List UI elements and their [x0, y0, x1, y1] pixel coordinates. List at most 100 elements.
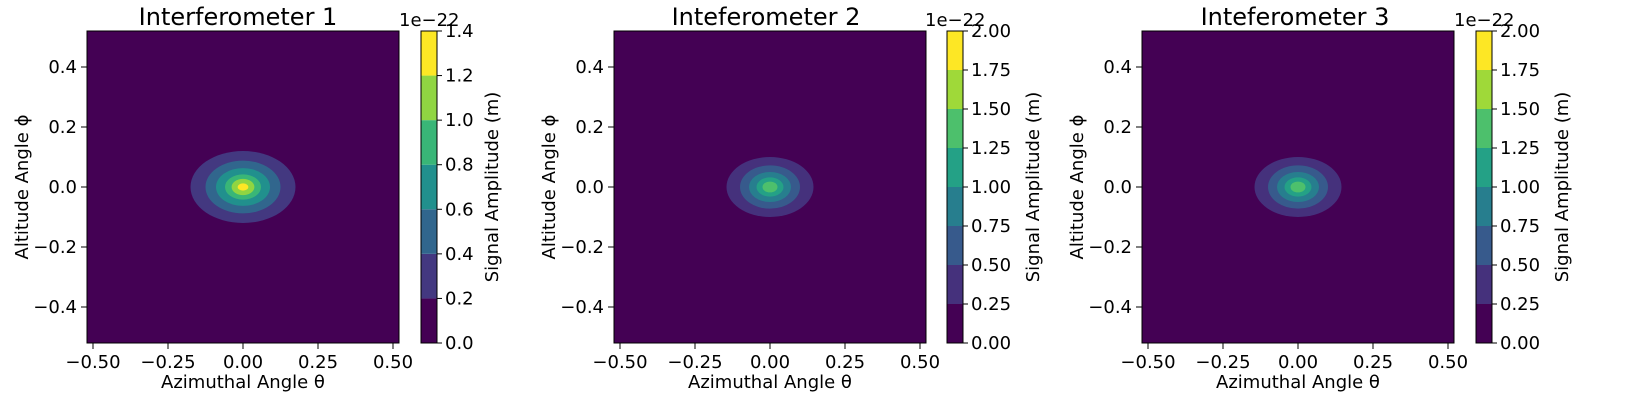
- chart-title: Inteferometer 3: [1201, 3, 1390, 31]
- colorbar-band: [947, 70, 963, 109]
- contour-plot: [87, 31, 399, 343]
- y-tick-label: 0.4: [1103, 57, 1132, 78]
- colorbar-band: [1476, 31, 1492, 70]
- colorbar-tick-label: 0.00: [971, 333, 1011, 354]
- x-tick-label: −0.50: [1120, 352, 1175, 373]
- colorbar-label: Signal Amplitude (m): [482, 92, 503, 283]
- colorbar-scale-label: 1e−22: [925, 10, 986, 31]
- colorbar-band: [947, 187, 963, 226]
- colorbar-scale-label: 1e−22: [399, 10, 460, 31]
- x-tick-label: −0.25: [667, 352, 722, 373]
- colorbar-tick-label: 1.75: [1500, 60, 1540, 81]
- panel-3: −0.50 −0.25 0.00 0.25 0.50 −0.4 −0.2 0.0 0.2 0.4 I…: [1067, 3, 1573, 393]
- y-tick-label: 0.0: [575, 177, 604, 198]
- x-axis-label: Azimuthal Angle θ: [688, 372, 852, 393]
- colorbar-scale-label: 1e−22: [1454, 10, 1515, 31]
- colorbar-band: [421, 209, 437, 254]
- x-tick-label: 0.50: [373, 352, 413, 373]
- contour-band-6: [237, 183, 249, 191]
- panel-1: −0.50 −0.25 0.00 0.25 0.50 −0.4 −0.2 0.0 0.2 0.4 I…: [12, 3, 503, 393]
- colorbar-tick-label: 1.4: [445, 21, 474, 42]
- y-tick-label: −0.2: [560, 237, 604, 258]
- y-tick-label: −0.2: [33, 237, 77, 258]
- colorbar-tick-label: 1.00: [1500, 177, 1540, 198]
- colorbar-tick-label: 0.75: [971, 216, 1011, 237]
- colorbar: 0.00 0.25 0.50 0.75 1.00 1.25 1.50 1.75 2.001e−2…: [1454, 10, 1573, 354]
- panel-2: −0.50 −0.25 0.00 0.25 0.50 −0.4 −0.2 0.0 0.2 0.4 I…: [539, 3, 1044, 393]
- colorbar-tick-label: 0.25: [971, 294, 1011, 315]
- colorbar-band: [1476, 226, 1492, 265]
- y-tick-label: 0.0: [1103, 177, 1132, 198]
- colorbar: 0.0 0.2 0.4 0.6 0.8 1.0 1.2 1.41e−22 Signal Ampl…: [399, 10, 503, 354]
- y-tick-label: 0.2: [48, 117, 77, 138]
- y-tick-label: 0.4: [575, 57, 604, 78]
- colorbar-band: [421, 298, 437, 343]
- colorbar-band: [947, 265, 963, 304]
- contour-band-5: [762, 181, 778, 193]
- y-tick-label: −0.4: [1088, 297, 1132, 318]
- x-axis-label: Azimuthal Angle θ: [161, 372, 325, 393]
- x-tick-label: 0.00: [1278, 352, 1318, 373]
- colorbar-band: [947, 148, 963, 187]
- colorbar-band: [421, 164, 437, 210]
- y-axis-label: Altitude Angle ϕ: [1067, 115, 1088, 260]
- colorbar-band: [1476, 187, 1492, 226]
- colorbar-band: [421, 253, 437, 299]
- colorbar-tick-label: 0.2: [445, 288, 474, 309]
- x-tick-label: 0.50: [900, 352, 940, 373]
- contour-band-5: [1290, 181, 1306, 193]
- colorbar-band: [1476, 304, 1492, 343]
- x-tick-label: 0.00: [223, 352, 263, 373]
- y-tick-label: 0.4: [48, 57, 77, 78]
- colorbar-band: [421, 120, 437, 165]
- x-tick-label: 0.25: [298, 352, 338, 373]
- colorbar-tick-label: 0.00: [1500, 333, 1540, 354]
- colorbar-band: [947, 109, 963, 148]
- colorbar-label: Signal Amplitude (m): [1023, 92, 1044, 283]
- y-tick-label: 0.2: [575, 117, 604, 138]
- y-tick-label: 0.0: [48, 177, 77, 198]
- x-tick-label: −0.25: [1195, 352, 1250, 373]
- colorbar-tick-label: 0.25: [1500, 294, 1540, 315]
- colorbar-tick-label: 0.50: [971, 255, 1011, 276]
- x-axis-label: Azimuthal Angle θ: [1216, 372, 1380, 393]
- x-tick-label: −0.50: [65, 352, 120, 373]
- x-tick-label: −0.25: [140, 352, 195, 373]
- colorbar-tick-label: 0.75: [1500, 216, 1540, 237]
- colorbar-band: [947, 31, 963, 70]
- y-tick-label: 0.2: [1103, 117, 1132, 138]
- colorbar-band: [947, 304, 963, 343]
- colorbar-tick-label: 0.50: [1500, 255, 1540, 276]
- x-tick-label: 0.00: [750, 352, 790, 373]
- colorbar-band: [1476, 148, 1492, 187]
- colorbar-tick-label: 0.8: [445, 155, 474, 176]
- colorbar-tick-label: 1.25: [971, 138, 1011, 159]
- x-tick-label: 0.25: [825, 352, 865, 373]
- chart-title: Interferometer 1: [139, 3, 338, 31]
- colorbar-tick-label: 2.00: [971, 21, 1011, 42]
- y-axis-label: Altitude Angle ϕ: [12, 115, 33, 260]
- contour-plot: [1142, 31, 1454, 343]
- y-axis-label: Altitude Angle ϕ: [539, 115, 560, 260]
- colorbar-frame: [420, 30, 438, 344]
- colorbar-band: [421, 75, 437, 121]
- colorbar: 0.00 0.25 0.50 0.75 1.00 1.25 1.50 1.75 2.001e−2…: [925, 10, 1044, 354]
- y-tick-label: −0.4: [560, 297, 604, 318]
- chart-title: Inteferometer 2: [672, 3, 861, 31]
- colorbar-tick-label: 1.0: [445, 110, 474, 131]
- y-tick-label: −0.4: [33, 297, 77, 318]
- colorbar-band: [1476, 265, 1492, 304]
- colorbar-band: [947, 226, 963, 265]
- x-tick-label: 0.50: [1428, 352, 1468, 373]
- colorbar-tick-label: 1.25: [1500, 138, 1540, 159]
- colorbar-tick-label: 1.75: [971, 60, 1011, 81]
- colorbar-tick-label: 0.6: [445, 199, 474, 220]
- colorbar-tick-label: 0.4: [445, 244, 474, 265]
- colorbar-tick-label: 1.50: [1500, 99, 1540, 120]
- colorbar-tick-label: 1.2: [445, 66, 474, 87]
- y-tick-label: −0.2: [1088, 237, 1132, 258]
- x-tick-label: 0.25: [1353, 352, 1393, 373]
- colorbar-tick-label: 1.00: [971, 177, 1011, 198]
- x-tick-label: −0.50: [592, 352, 647, 373]
